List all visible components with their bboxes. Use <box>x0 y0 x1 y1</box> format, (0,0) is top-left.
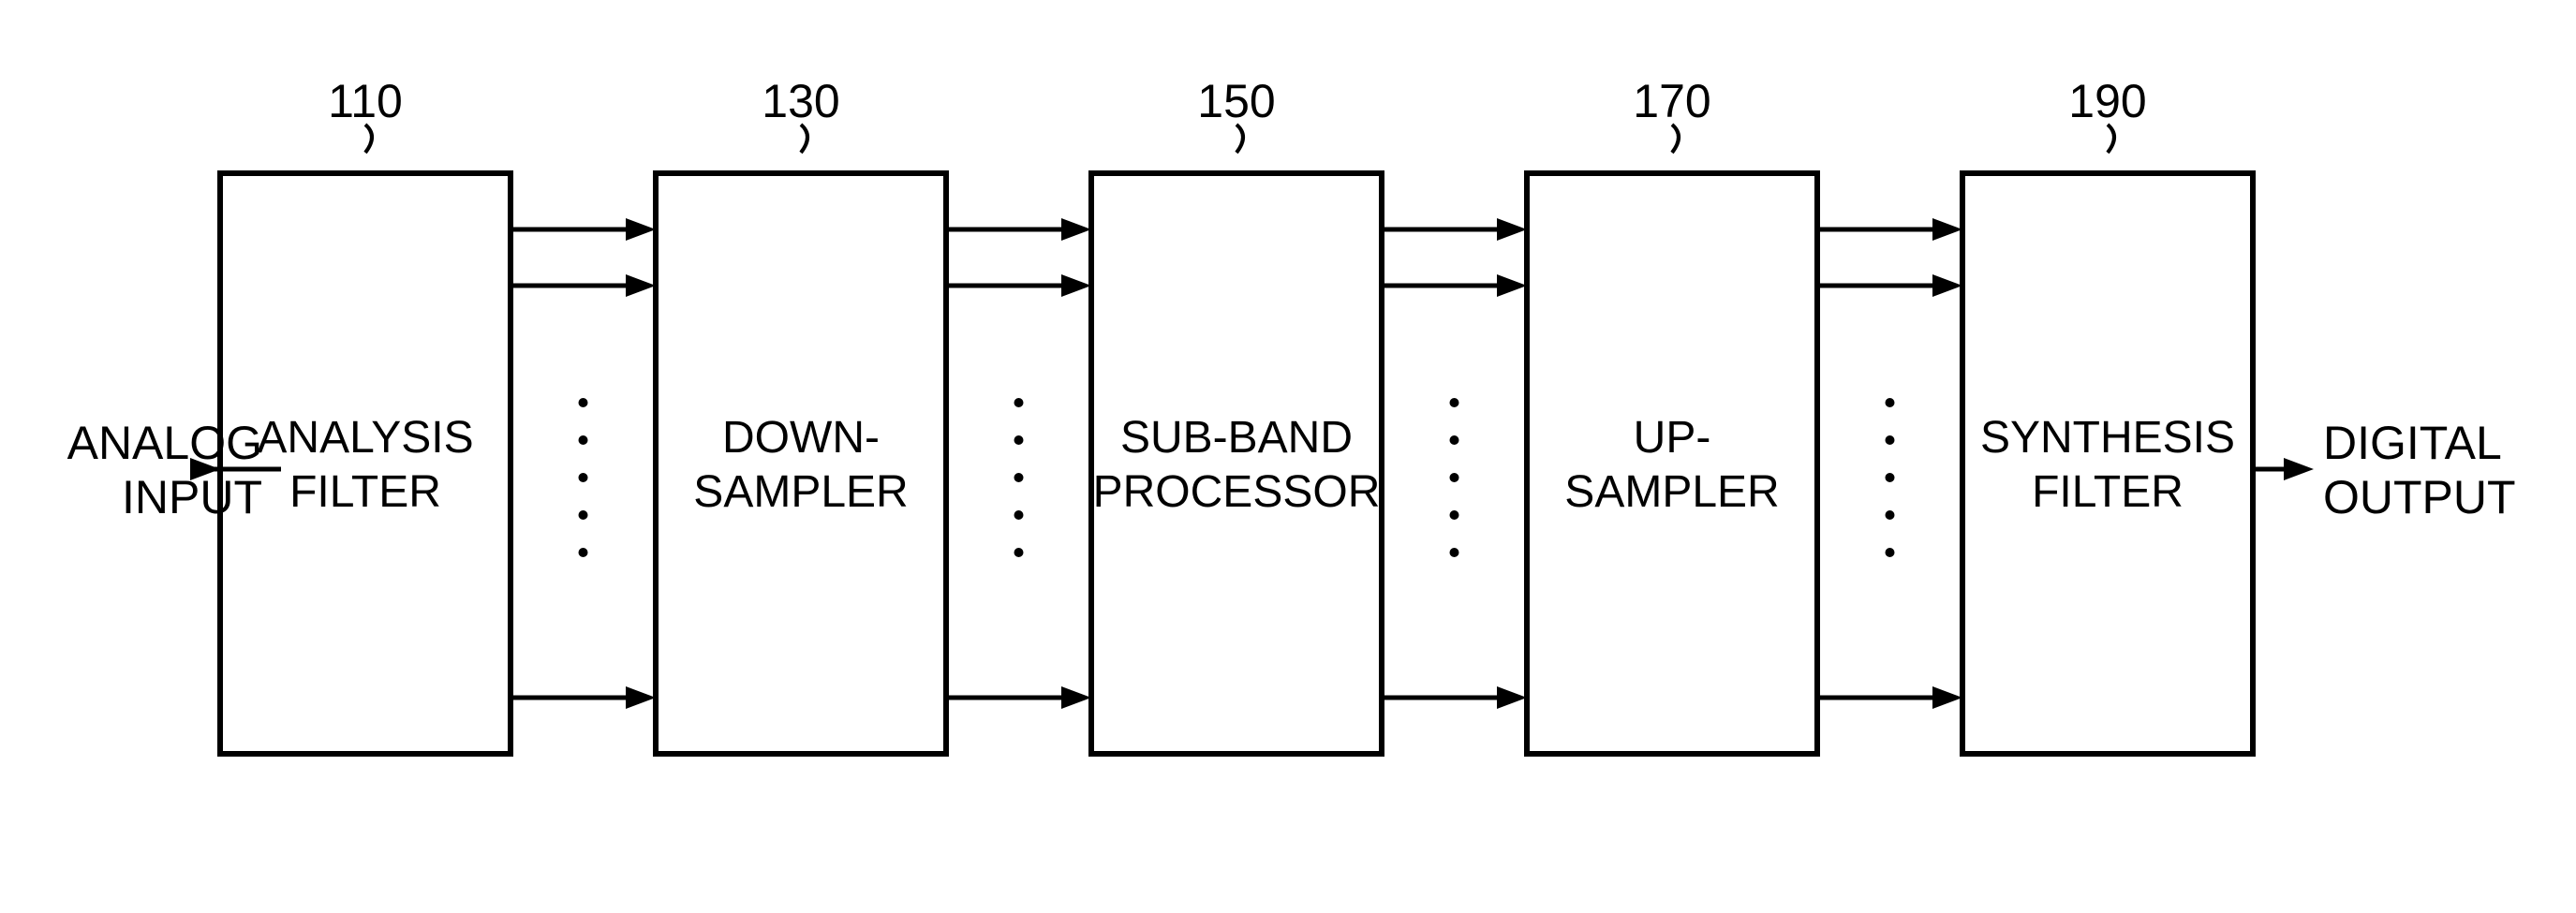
block-label: UP- <box>1634 413 1711 463</box>
ellipsis-dot <box>1450 510 1459 520</box>
callout-tick <box>1236 125 1243 153</box>
block-label: DOWN- <box>722 413 880 463</box>
block-id-110: 110 <box>328 75 403 127</box>
arrowhead-icon <box>2284 458 2314 480</box>
output-label-line1: DIGITAL <box>2323 417 2502 469</box>
ellipsis-dot <box>1014 473 1024 482</box>
ellipsis-dot <box>1886 435 1895 445</box>
block-id-150: 150 <box>1197 75 1275 127</box>
arrowhead-icon <box>626 218 656 241</box>
callout-tick <box>1672 125 1679 153</box>
ellipsis-dot <box>579 510 588 520</box>
ellipsis-dot <box>579 398 588 407</box>
arrowhead-icon <box>1061 218 1091 241</box>
ellipsis-dot <box>1886 398 1895 407</box>
block-110 <box>220 173 511 754</box>
arrowhead-icon <box>1061 274 1091 297</box>
ellipsis-dot <box>1014 548 1024 557</box>
block-id-130: 130 <box>762 75 839 127</box>
arrowhead-icon <box>626 686 656 709</box>
block-label: SAMPLER <box>1564 467 1779 517</box>
block-170 <box>1527 173 1817 754</box>
ellipsis-dot <box>1450 548 1459 557</box>
ellipsis-dot <box>1886 473 1895 482</box>
block-label: ANALYSIS <box>257 413 473 463</box>
ellipsis-dot <box>1450 473 1459 482</box>
block-190 <box>1962 173 2253 754</box>
callout-tick <box>365 125 372 153</box>
ellipsis-dot <box>1014 398 1024 407</box>
block-id-170: 170 <box>1633 75 1710 127</box>
arrowhead-icon <box>1932 274 1962 297</box>
block-label: SYNTHESIS <box>1980 413 2235 463</box>
output-label-line2: OUTPUT <box>2323 471 2516 523</box>
ellipsis-dot <box>1450 398 1459 407</box>
callout-tick <box>2108 125 2114 153</box>
ellipsis-dot <box>1886 510 1895 520</box>
ellipsis-dot <box>579 435 588 445</box>
callout-tick <box>801 125 807 153</box>
ellipsis-dot <box>579 548 588 557</box>
block-label: PROCESSOR <box>1093 467 1381 517</box>
ellipsis-dot <box>1886 548 1895 557</box>
ellipsis-dot <box>579 473 588 482</box>
ellipsis-dot <box>1450 435 1459 445</box>
input-label-line1: ANALOG <box>67 417 262 469</box>
block-150 <box>1091 173 1382 754</box>
ellipsis-dot <box>1014 510 1024 520</box>
arrowhead-icon <box>1932 218 1962 241</box>
block-label: SAMPLER <box>693 467 908 517</box>
arrowhead-icon <box>626 274 656 297</box>
block-label: FILTER <box>2032 467 2184 517</box>
arrowhead-icon <box>1497 274 1527 297</box>
block-130 <box>656 173 946 754</box>
arrowhead-icon <box>1061 686 1091 709</box>
block-id-190: 190 <box>2068 75 2146 127</box>
block-label: FILTER <box>289 467 441 517</box>
ellipsis-dot <box>1014 435 1024 445</box>
block-label: SUB-BAND <box>1120 413 1353 463</box>
arrowhead-icon <box>1497 218 1527 241</box>
arrowhead-icon <box>1932 686 1962 709</box>
arrowhead-icon <box>1497 686 1527 709</box>
